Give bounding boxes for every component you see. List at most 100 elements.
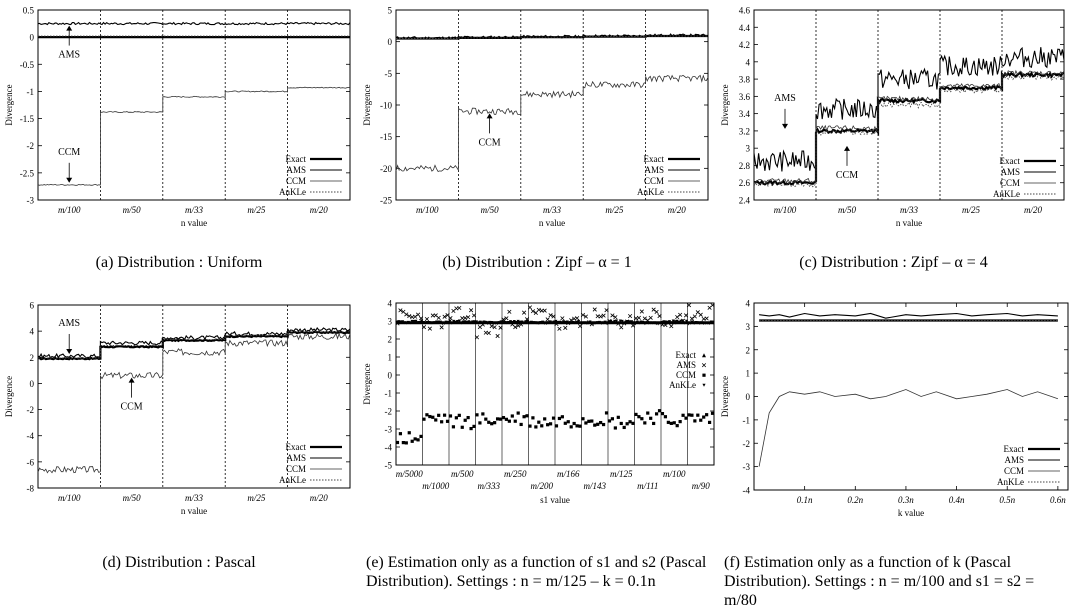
point-ccm [522, 415, 526, 419]
annotation-arrowhead [66, 25, 73, 31]
point-ankle [677, 320, 681, 324]
point-ams [486, 330, 491, 336]
plot-frame [37, 304, 351, 489]
point-ams [610, 313, 615, 318]
chart-b: 5 0 -5 -10 -15 -20 -25 Divergence m/100 m/50 m/33 m… [358, 0, 716, 245]
series-line-ccm [758, 389, 1059, 467]
point-ams [498, 325, 503, 330]
point-ccm [528, 424, 532, 428]
point-ccm [593, 423, 597, 427]
point-ccm [525, 414, 529, 418]
point-ccm [410, 439, 414, 443]
point-ankle [412, 319, 416, 323]
y-tick-label: -1 [385, 389, 393, 399]
point-ankle [611, 321, 615, 325]
point-ankle [658, 321, 662, 325]
point-ankle [480, 321, 484, 325]
point-ankle [613, 319, 617, 323]
x-tick-label: m/33 [185, 493, 204, 503]
point-ams [530, 309, 535, 314]
point-ccm [607, 419, 612, 423]
legend-label: Exact [1004, 444, 1025, 454]
chart-f: 4 3 2 1 0 -1 -2 -3 -4 Divergence 0.1n 0.2n 0.3n 0.4n 0… [716, 295, 1071, 543]
point-ccm [501, 416, 506, 420]
x-tick-label: m/25 [247, 205, 266, 215]
caption-e: (e) Estimation only as a function of s1 … [366, 554, 707, 590]
point-ankle [624, 320, 628, 324]
series-line-ams [395, 33, 709, 40]
y-tick-label: -2 [743, 439, 751, 449]
point-ccm [622, 425, 626, 430]
x-tick-label: m/90 [692, 481, 711, 491]
legend-label: AMS [1004, 455, 1024, 465]
y-tick-label: -20 [380, 164, 392, 174]
point-ccm [395, 440, 400, 445]
point-ccm [442, 413, 447, 417]
point-ccm [404, 441, 408, 445]
y-tick-label: -5 [385, 69, 393, 79]
point-ccm [599, 420, 603, 425]
y-tick-label: -2.5 [20, 168, 35, 178]
point-ccm [419, 434, 423, 438]
point-ccm [431, 415, 435, 419]
point-ams [407, 313, 412, 319]
point-ccm [413, 437, 417, 441]
chart-f-svg: 4 3 2 1 0 -1 -2 -3 -4 Divergence 0.1n 0.2n 0.3n 0.4n 0… [720, 299, 1069, 518]
point-ams [601, 313, 606, 318]
point-ams [613, 315, 618, 320]
point-ams [598, 314, 603, 319]
point-ccm [619, 421, 623, 426]
point-ccm [519, 422, 523, 427]
y-tick-label: 4 [30, 327, 35, 337]
point-ankle [711, 321, 715, 325]
legend-label: CCM [286, 176, 306, 186]
point-ccm [531, 416, 535, 420]
point-ankle [647, 321, 651, 325]
point-ankle [552, 320, 556, 324]
y-tick-label: -4 [27, 431, 35, 441]
point-ccm [469, 426, 473, 431]
point-ccm [590, 419, 594, 423]
point-ankle [484, 320, 488, 324]
point-ams [675, 314, 680, 320]
point-ankle [418, 320, 422, 324]
point-ccm [478, 421, 482, 425]
point-ankle [512, 319, 516, 323]
point-ccm [687, 413, 691, 417]
point-ccm [666, 420, 670, 424]
chart-c: 4.6 4.4 4.2 4 3.8 3.6 3.4 3.2 3 2.8 2.6 2.4 Divergen… [716, 0, 1071, 245]
point-ankle [675, 319, 679, 323]
point-ams [604, 308, 609, 313]
point-ankle [454, 320, 458, 324]
chart-b-svg: 5 0 -5 -10 -15 -20 -25 Divergence m/100 m/50 m/33 m… [362, 6, 709, 228]
point-ankle [563, 320, 568, 324]
point-ccm [587, 419, 591, 423]
point-ccm [707, 420, 712, 425]
point-ccm [463, 418, 467, 422]
point-ams [463, 315, 468, 321]
x-axis-label: n value [181, 218, 207, 228]
point-ams [439, 325, 444, 330]
point-ccm [504, 417, 509, 421]
point-ccm [681, 413, 685, 417]
point-ccm [643, 421, 647, 425]
point-ams [516, 323, 521, 328]
point-ccm [654, 412, 659, 416]
y-tick-label: 0.5 [23, 6, 35, 16]
point-ams [563, 325, 568, 330]
y-tick-label: 3 [746, 144, 751, 154]
x-tick-label: m/111 [637, 481, 658, 491]
point-ccm [572, 421, 576, 426]
point-ams [457, 305, 462, 311]
point-ccm [466, 415, 470, 420]
point-ccm [696, 413, 700, 417]
point-ams [533, 310, 538, 315]
point-ankle [514, 320, 518, 324]
point-ams [436, 315, 441, 320]
annotation-arrowhead [782, 123, 788, 129]
point-ccm [546, 423, 550, 427]
point-ccm [678, 420, 682, 424]
caption-b: (b) Distribution : Zipf – α = 1 [442, 254, 632, 271]
point-ankle [404, 321, 409, 325]
point-ams [536, 307, 541, 312]
